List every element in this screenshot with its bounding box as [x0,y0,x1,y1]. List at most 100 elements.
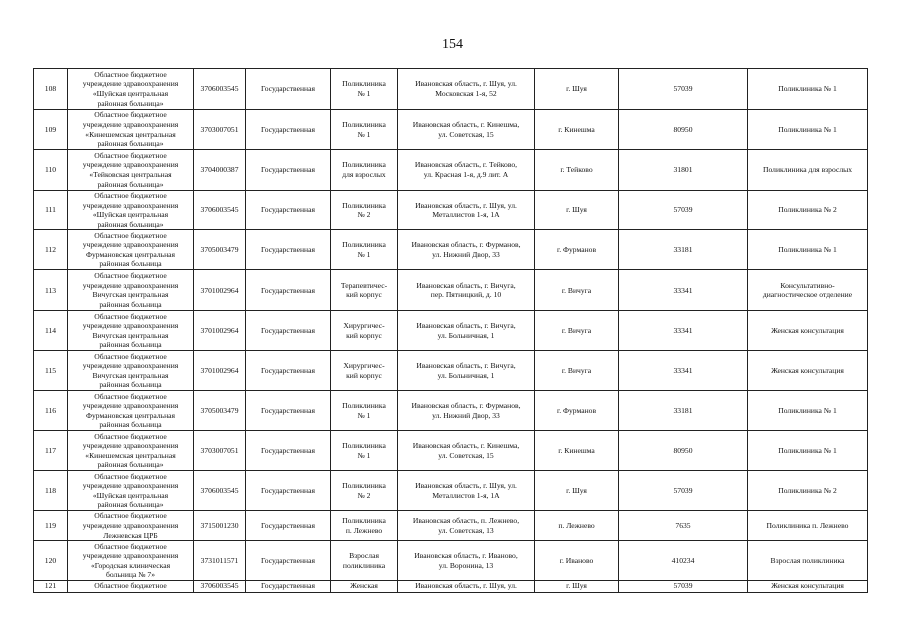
inn-cell: 3705003479 [193,390,246,432]
unit-name-cell: Поликлиника № 2 [330,470,398,512]
address-cell: Ивановская область, г. Кинешма, ул. Сове… [397,109,535,150]
organization-name-cell: Областное бюджетное учреждение здравоохр… [67,109,194,150]
city-cell: г. Вичуга [534,350,619,392]
table-row: 121 Областное бюджетное 3706003545 Государс… [33,580,868,594]
population-cell: 80950 [618,430,748,472]
ownership-type-cell: Государственная [245,510,331,542]
inn-cell: 3706003545 [193,470,246,512]
row-number-cell: 111 [33,189,68,231]
inn-cell: 3701002964 [193,269,246,312]
unit-name-cell: Поликлиника № 1 [330,390,398,432]
ownership-type-cell: Государственная [245,540,331,582]
division-name-cell: Поликлиника № 2 [747,189,868,231]
row-number-cell: 117 [33,430,68,472]
organization-name-cell: Областное бюджетное учреждение здравоохр… [67,390,194,432]
organization-name-cell: Областное бюджетное учреждение здравоохр… [67,149,194,191]
division-name-cell: Консультативно- диагностическое отделени… [747,269,868,312]
row-number-cell: 110 [33,149,68,191]
row-number-cell: 115 [33,350,68,392]
organization-name-cell: Областное бюджетное учреждение здравоохр… [67,430,194,472]
inn-cell: 3706003545 [193,580,246,594]
address-cell: Ивановская область, г. Шуя, ул. Металлис… [397,189,535,231]
organization-name-cell: Областное бюджетное учреждение здравоохр… [67,269,194,312]
organization-name-cell: Областное бюджетное учреждение здравоохр… [67,540,194,582]
unit-name-cell: Поликлиника п. Лежнево [330,510,398,542]
city-cell: г. Фурманов [534,390,619,432]
division-name-cell: Женская консультация [747,580,868,594]
ownership-type-cell: Государственная [245,580,331,594]
organization-name-cell: Областное бюджетное учреждение здравоохр… [67,229,194,271]
table-row: 109 Областное бюджетное учреждение здраво… [33,109,868,150]
address-cell: Ивановская область, г. Тейково, ул. Крас… [397,149,535,191]
population-cell: 33341 [618,350,748,392]
population-cell: 80950 [618,109,748,150]
row-number-cell: 114 [33,310,68,352]
inn-cell: 3701002964 [193,350,246,392]
organization-name-cell: Областное бюджетное учреждение здравоохр… [67,68,194,110]
address-cell: Ивановская область, г. Вичуга, ул. Больн… [397,350,535,392]
table-row: 118 Областное бюджетное учреждение здраво… [33,470,868,512]
population-cell: 31801 [618,149,748,191]
city-cell: г. Вичуга [534,310,619,352]
organization-name-cell: Областное бюджетное учреждение здравоохр… [67,470,194,512]
unit-name-cell: Поликлиника для взрослых [330,149,398,191]
address-cell: Ивановская область, г. Фурманов, ул. Ниж… [397,390,535,432]
population-cell: 57039 [618,580,748,594]
population-cell: 410234 [618,540,748,582]
row-number-cell: 109 [33,109,68,150]
city-cell: г. Вичуга [534,269,619,312]
table-row: 120 Областное бюджетное учреждение здраво… [33,540,868,582]
organization-name-cell: Областное бюджетное учреждение здравоохр… [67,510,194,542]
division-name-cell: Поликлиника № 1 [747,430,868,472]
ownership-type-cell: Государственная [245,68,331,110]
row-number-cell: 120 [33,540,68,582]
table-row: 113 Областное бюджетное учреждение здраво… [33,269,868,312]
division-name-cell: Женская консультация [747,350,868,392]
organization-name-cell: Областное бюджетное учреждение здравоохр… [67,310,194,352]
population-cell: 7635 [618,510,748,542]
city-cell: г. Тейково [534,149,619,191]
unit-name-cell: Поликлиника № 2 [330,189,398,231]
table-row: 112 Областное бюджетное учреждение здраво… [33,229,868,271]
unit-name-cell: Поликлиника № 1 [330,430,398,472]
ownership-type-cell: Государственная [245,470,331,512]
unit-name-cell: Хирургичес- кий корпус [330,310,398,352]
page-number: 154 [442,37,463,52]
organization-name-cell: Областное бюджетное учреждение здравоохр… [67,189,194,231]
unit-name-cell: Поликлиника № 1 [330,229,398,271]
organization-name-cell: Областное бюджетное [67,580,194,594]
inn-cell: 3706003545 [193,189,246,231]
population-cell: 33341 [618,310,748,352]
population-cell: 57039 [618,189,748,231]
inn-cell: 3703007051 [193,109,246,150]
ownership-type-cell: Государственная [245,390,331,432]
division-name-cell: Поликлиника № 1 [747,68,868,110]
ownership-type-cell: Государственная [245,269,331,312]
city-cell: г. Шуя [534,189,619,231]
row-number-cell: 116 [33,390,68,432]
row-number-cell: 113 [33,269,68,312]
ownership-type-cell: Государственная [245,109,331,150]
division-name-cell: Поликлиника для взрослых [747,149,868,191]
unit-name-cell: Женская [330,580,398,594]
inn-cell: 3706003545 [193,68,246,110]
table-row: 119 Областное бюджетное учреждение здраво… [33,510,868,542]
city-cell: г. Кинешма [534,430,619,472]
division-name-cell: Женская консультация [747,310,868,352]
facilities-table: 108 Областное бюджетное учреждение здраво… [33,68,868,594]
ownership-type-cell: Государственная [245,430,331,472]
ownership-type-cell: Государственная [245,350,331,392]
organization-name-cell: Областное бюджетное учреждение здравоохр… [67,350,194,392]
city-cell: г. Фурманов [534,229,619,271]
inn-cell: 3704000387 [193,149,246,191]
row-number-cell: 118 [33,470,68,512]
ownership-type-cell: Государственная [245,189,331,231]
population-cell: 33181 [618,390,748,432]
address-cell: Ивановская область, г. Вичуга, пер. Пятн… [397,269,535,312]
ownership-type-cell: Государственная [245,310,331,352]
ownership-type-cell: Государственная [245,229,331,271]
table-row: 108 Областное бюджетное учреждение здраво… [33,68,868,110]
table-row: 115 Областное бюджетное учреждение здраво… [33,350,868,392]
population-cell: 57039 [618,68,748,110]
division-name-cell: Поликлиника № 1 [747,390,868,432]
